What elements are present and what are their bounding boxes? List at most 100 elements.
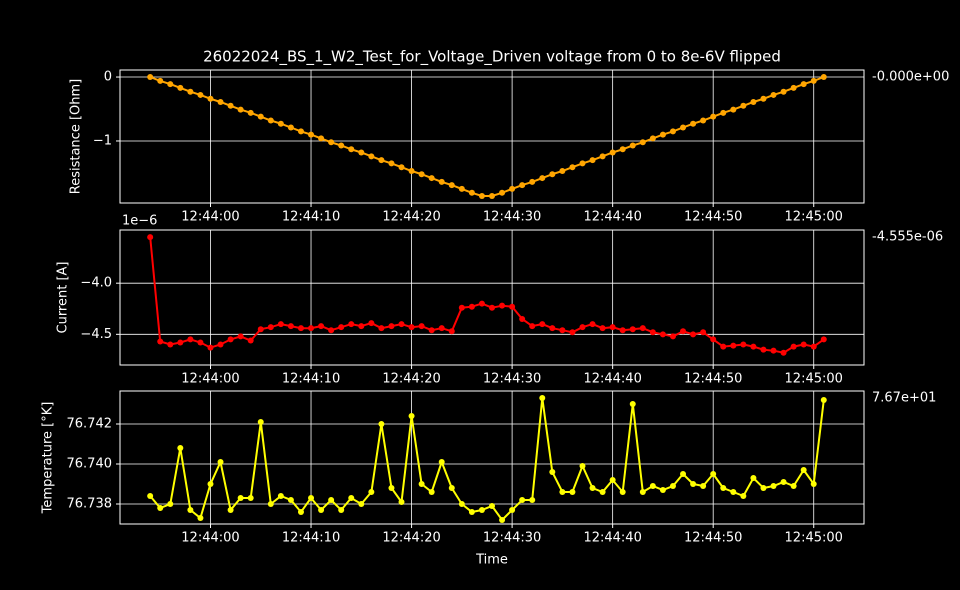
data-point xyxy=(147,234,154,241)
chart-title: 26022024_BS_1_W2_Test_for_Voltage_Driven… xyxy=(203,48,781,67)
data-point xyxy=(549,469,556,475)
data-point xyxy=(468,509,475,515)
data-point xyxy=(780,88,787,95)
data-point xyxy=(408,168,415,175)
data-point xyxy=(448,328,455,335)
data-point xyxy=(388,323,395,330)
data-point xyxy=(398,321,405,328)
data-point xyxy=(348,321,355,328)
data-point xyxy=(690,331,697,338)
data-point xyxy=(629,142,636,149)
data-point xyxy=(418,171,425,178)
data-point xyxy=(760,485,767,491)
x-tick-label: 12:44:50 xyxy=(684,531,742,546)
data-point xyxy=(820,336,827,343)
data-point xyxy=(308,325,315,332)
data-point xyxy=(780,349,787,356)
data-point xyxy=(569,164,576,171)
data-point xyxy=(257,419,264,425)
data-point xyxy=(438,178,445,185)
x-tick-label: 12:44:10 xyxy=(282,210,340,225)
data-point xyxy=(740,102,747,109)
data-point xyxy=(167,81,174,88)
data-point xyxy=(790,343,797,350)
data-point xyxy=(710,471,717,477)
data-point xyxy=(690,481,697,487)
data-point xyxy=(820,397,827,403)
y-tick-label: −4.0 xyxy=(80,276,112,291)
data-point xyxy=(720,485,727,491)
data-point xyxy=(589,485,596,491)
data-point xyxy=(489,192,495,199)
data-point xyxy=(247,109,254,116)
data-point xyxy=(358,501,365,507)
data-point xyxy=(348,495,355,501)
data-point xyxy=(690,120,697,127)
data-point xyxy=(147,74,154,81)
x-tick-label: 12:45:00 xyxy=(785,531,843,546)
data-point xyxy=(589,157,596,164)
data-point xyxy=(458,501,465,507)
data-point xyxy=(468,303,475,310)
x-tick-label: 12:44:20 xyxy=(382,210,440,225)
data-point xyxy=(649,135,656,142)
data-point xyxy=(157,505,164,511)
data-point xyxy=(358,323,365,330)
data-point xyxy=(750,343,757,350)
data-point xyxy=(579,463,586,469)
data-point xyxy=(388,485,395,491)
data-point xyxy=(217,341,224,348)
data-point xyxy=(780,479,787,485)
data-point xyxy=(810,481,817,487)
data-point xyxy=(659,487,666,493)
data-point xyxy=(489,503,495,509)
data-point xyxy=(428,489,435,495)
data-point xyxy=(800,341,807,348)
data-point xyxy=(589,321,596,328)
offset-text: 1e−6 xyxy=(122,214,157,229)
annotation: -4.555e-06 xyxy=(872,230,943,245)
data-point xyxy=(639,139,646,146)
x-tick-label: 12:44:40 xyxy=(583,531,641,546)
data-point xyxy=(499,189,506,196)
x-tick-label: 12:44:40 xyxy=(583,210,641,225)
data-point xyxy=(730,342,737,349)
data-point xyxy=(167,341,174,348)
data-point xyxy=(157,338,164,345)
data-point xyxy=(277,120,284,127)
data-point xyxy=(790,84,797,91)
data-point xyxy=(499,517,506,523)
data-point xyxy=(187,336,194,343)
data-point xyxy=(478,300,485,307)
data-point xyxy=(700,329,707,336)
data-point xyxy=(760,346,767,353)
data-point xyxy=(519,497,526,503)
data-point xyxy=(147,493,154,499)
data-point xyxy=(629,401,636,407)
y-axis-label: Resistance [Ohm] xyxy=(69,79,84,194)
data-point xyxy=(740,493,747,499)
data-point xyxy=(619,327,626,334)
data-point xyxy=(559,489,566,495)
data-point xyxy=(770,483,777,489)
x-tick-label: 12:44:20 xyxy=(382,372,440,387)
data-point xyxy=(468,189,475,196)
x-tick-label: 12:45:00 xyxy=(785,210,843,225)
data-point xyxy=(287,497,294,503)
data-point xyxy=(509,303,516,310)
data-point xyxy=(579,160,586,167)
y-tick-label: 0 xyxy=(104,70,112,85)
data-point xyxy=(549,171,556,178)
data-point xyxy=(368,489,375,495)
y-axis-label: Temperature [°K] xyxy=(41,402,56,515)
data-point xyxy=(378,325,385,332)
x-tick-label: 12:44:50 xyxy=(684,372,742,387)
data-point xyxy=(207,481,214,487)
data-point xyxy=(217,98,224,105)
data-point xyxy=(287,323,294,330)
data-point xyxy=(609,477,616,483)
annotation: -0.000e+00 xyxy=(872,70,949,85)
x-tick-label: 12:44:10 xyxy=(282,531,340,546)
y-tick-label: −1 xyxy=(93,133,112,148)
